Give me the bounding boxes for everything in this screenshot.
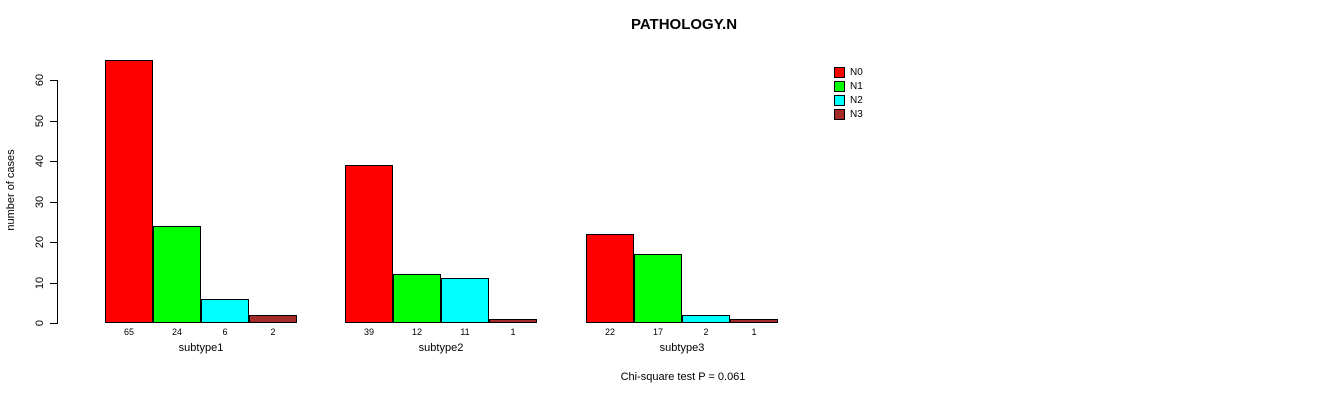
y-tick-label: 10 bbox=[34, 276, 46, 290]
legend-label: N1 bbox=[850, 81, 863, 92]
bar-n1-subtype2 bbox=[393, 274, 441, 323]
legend: N0 N1 N2 N3 bbox=[834, 66, 863, 122]
bar-n1-subtype3 bbox=[634, 254, 682, 323]
y-tick-label: 40 bbox=[34, 154, 46, 168]
y-axis-line bbox=[57, 80, 58, 324]
bar-n3-subtype2 bbox=[489, 319, 537, 323]
bar-n3-subtype1 bbox=[249, 315, 297, 323]
bar-value-label: 1 bbox=[751, 327, 757, 337]
legend-entry-n3: N3 bbox=[834, 108, 863, 121]
y-tick-mark bbox=[50, 323, 57, 324]
y-tick-mark bbox=[50, 202, 57, 203]
bar-value-label: 12 bbox=[411, 327, 422, 337]
bar-value-label: 11 bbox=[460, 327, 470, 337]
bar-value-label: 2 bbox=[270, 327, 276, 337]
chart-title: PATHOLOGY.N bbox=[630, 16, 738, 33]
legend-swatch-icon-n1 bbox=[834, 81, 845, 92]
y-tick-mark bbox=[50, 161, 57, 162]
y-tick-label: 50 bbox=[34, 114, 46, 128]
bar-n3-subtype3 bbox=[730, 319, 778, 323]
legend-swatch-icon-n3 bbox=[834, 109, 845, 120]
bar-n0-subtype2 bbox=[345, 165, 393, 323]
bar-value-label: 1 bbox=[510, 327, 516, 337]
bar-n2-subtype3 bbox=[682, 315, 730, 323]
chi-square-annotation: Chi-square test P = 0.061 bbox=[620, 371, 746, 383]
y-tick-label: 20 bbox=[34, 235, 46, 249]
y-tick-mark bbox=[50, 121, 57, 122]
category-label-subtype1: subtype1 bbox=[178, 342, 224, 354]
legend-label: N2 bbox=[850, 95, 863, 106]
bar-n1-subtype1 bbox=[153, 226, 201, 323]
legend-swatch-icon-n2 bbox=[834, 95, 845, 106]
legend-label: N0 bbox=[850, 67, 863, 78]
legend-entry-n1: N1 bbox=[834, 80, 863, 93]
y-tick-label: 0 bbox=[34, 319, 46, 327]
y-tick-label: 30 bbox=[34, 195, 46, 209]
bar-n2-subtype2 bbox=[441, 278, 489, 323]
y-tick-mark bbox=[50, 283, 57, 284]
bar-value-label: 22 bbox=[604, 327, 615, 337]
y-tick-label: 60 bbox=[34, 73, 46, 87]
y-tick-mark bbox=[50, 242, 57, 243]
bar-value-label: 6 bbox=[222, 327, 228, 337]
category-label-subtype3: subtype3 bbox=[659, 342, 705, 354]
bar-value-label: 39 bbox=[363, 327, 374, 337]
bar-n0-subtype3 bbox=[586, 234, 634, 323]
bar-value-label: 17 bbox=[652, 327, 663, 337]
category-label-subtype2: subtype2 bbox=[418, 342, 464, 354]
legend-swatch-icon-n0 bbox=[834, 67, 845, 78]
bar-value-label: 65 bbox=[123, 327, 134, 337]
bar-value-label: 2 bbox=[703, 327, 709, 337]
y-tick-mark bbox=[50, 80, 57, 81]
legend-entry-n2: N2 bbox=[834, 94, 863, 107]
bar-n2-subtype1 bbox=[201, 299, 249, 323]
bar-n0-subtype1 bbox=[105, 60, 153, 323]
bar-value-label: 24 bbox=[171, 327, 182, 337]
legend-entry-n0: N0 bbox=[834, 66, 863, 79]
legend-label: N3 bbox=[850, 109, 863, 120]
